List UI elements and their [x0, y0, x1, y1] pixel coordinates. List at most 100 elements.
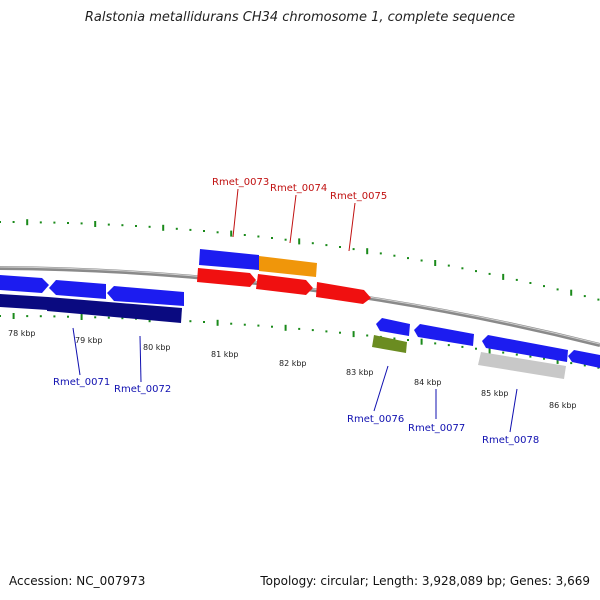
outer-ring-major-tick — [366, 248, 369, 255]
ruler-label-82kbp: 82 kbp — [279, 359, 307, 368]
inner-ring-minor-tick — [203, 321, 205, 323]
inner-ring-minor-tick — [434, 342, 437, 345]
left-strand-genes — [0, 275, 184, 323]
inner-ring-minor-tick — [257, 324, 260, 327]
inner-ring-minor-tick — [107, 316, 110, 319]
inner-ring-minor-tick — [39, 315, 42, 318]
outer-ring-minor-tick — [53, 221, 56, 224]
inner-ring-minor-tick — [325, 330, 328, 333]
leader-line-0075 — [348, 202, 356, 252]
map-title: Ralstonia metallidurans CH34 chromosome … — [84, 10, 516, 25]
leader-line-0071 — [72, 327, 81, 376]
gene-left-2[interactable] — [49, 280, 106, 299]
outer-ring-minor-tick — [420, 259, 423, 262]
gene-label-rmet-0072[interactable]: Rmet_0072 — [114, 384, 171, 395]
outer-ring-minor-tick — [475, 270, 477, 273]
outer-ring-major-tick — [230, 230, 233, 237]
gene-left-1[interactable] — [0, 275, 49, 293]
gene-rmet-0076-arrow[interactable] — [376, 318, 410, 336]
gene-label-rmet-0075[interactable]: Rmet_0075 — [330, 191, 387, 202]
inner-ring-minor-tick — [570, 362, 573, 365]
leader-lines — [72, 188, 518, 433]
gene-rmet-0073[interactable] — [199, 249, 259, 270]
gene-label-rmet-0078[interactable]: Rmet_0078 — [482, 435, 539, 446]
outer-ring-minor-tick — [107, 223, 110, 226]
outer-ring-major-tick — [26, 219, 29, 226]
outer-ring-minor-tick — [257, 235, 260, 238]
outer-ring-minor-tick — [311, 242, 314, 245]
inner-ring-minor-tick — [311, 329, 314, 332]
inner-ring-minor-tick — [230, 322, 233, 325]
inner-ring-minor-tick — [407, 339, 409, 341]
leader-line-0078 — [509, 388, 518, 433]
gene-label-rmet-0077[interactable]: Rmet_0077 — [408, 423, 465, 434]
gene-right-1[interactable] — [482, 335, 568, 362]
outer-ring-minor-tick — [189, 228, 192, 231]
gene-label-rmet-0076[interactable]: Rmet_0076 — [347, 414, 404, 425]
gene-label-rmet-0073[interactable]: Rmet_0073 — [212, 177, 269, 188]
gene-rmet-0071[interactable] — [0, 294, 48, 310]
outer-ring-minor-tick — [12, 221, 15, 223]
outer-ring-minor-tick — [583, 295, 586, 298]
leader-line-0073 — [232, 188, 239, 238]
outer-ring-minor-tick — [488, 272, 491, 275]
outer-ring-minor-tick — [515, 278, 518, 281]
outer-ring-minor-tick — [216, 231, 219, 234]
outer-ring-minor-tick — [175, 227, 178, 230]
inner-ring-minor-tick — [529, 355, 532, 358]
leader-line-0074 — [289, 194, 297, 244]
right-strand-genes — [372, 318, 600, 379]
inner-ring-major-tick — [352, 331, 355, 338]
outer-ring-minor-tick — [597, 298, 600, 301]
gene-rmet-0078[interactable] — [478, 352, 566, 379]
outer-ring-minor-tick — [339, 246, 341, 248]
outer-ring-minor-tick — [243, 234, 246, 236]
outer-ring-minor-tick — [121, 224, 124, 227]
gene-label-rmet-0074[interactable]: Rmet_0074 — [270, 183, 327, 194]
inner-ring-minor-tick — [515, 353, 518, 356]
gene-rmet-0075[interactable] — [316, 282, 371, 304]
outer-ring-minor-tick — [284, 238, 287, 241]
gene-rmet-0074[interactable] — [259, 256, 317, 277]
ruler-label-79kbp: 79 kbp — [75, 336, 103, 345]
inner-ring-major-tick — [80, 314, 83, 320]
inner-ring-minor-tick — [26, 315, 29, 318]
inner-ring-minor-tick — [271, 325, 273, 328]
inner-ring-minor-tick — [502, 351, 505, 354]
inner-ring-minor-tick — [339, 331, 341, 334]
ruler-label-81kbp: 81 kbp — [211, 350, 239, 359]
outer-ring-minor-tick — [80, 222, 83, 225]
outer-ring-major-tick — [434, 260, 437, 266]
inner-ring-minor-tick — [67, 315, 69, 318]
gene-rmet-0075-b[interactable] — [256, 274, 313, 295]
gene-rmet-0077[interactable] — [414, 324, 474, 346]
inner-ring-major-tick — [216, 319, 219, 326]
inner-ring-minor-tick — [447, 344, 450, 347]
inner-ring-minor-tick — [393, 337, 396, 340]
outer-ring-minor-tick — [148, 225, 151, 228]
gene-left-3[interactable] — [107, 286, 184, 306]
gene-label-rmet-0071[interactable]: Rmet_0071 — [53, 377, 110, 388]
accession-text: Accession: NC_007973 — [9, 574, 146, 588]
gene-rmet-0076[interactable] — [372, 335, 407, 353]
ruler-label-83kbp: 83 kbp — [346, 368, 374, 377]
inner-ring-minor-tick — [475, 347, 477, 350]
inner-ring-minor-tick — [461, 345, 464, 348]
outer-ring-minor-tick — [203, 230, 205, 232]
outer-ring-major-tick — [570, 289, 573, 296]
outer-ring-minor-tick — [461, 267, 464, 270]
outer-ring-minor-tick — [393, 254, 396, 257]
ruler-label-78kbp: 78 kbp — [8, 329, 36, 338]
leader-line-0076 — [373, 365, 389, 412]
gene-rmet-0075-a[interactable] — [197, 268, 256, 287]
ruler-label-86kbp: 86 kbp — [549, 401, 577, 410]
ruler-label-84kbp: 84 kbp — [414, 378, 442, 387]
ruler-label-85kbp: 85 kbp — [481, 389, 509, 398]
inner-ring-minor-tick — [189, 320, 192, 323]
inner-ring-major-tick — [12, 313, 15, 319]
inner-ring-major-tick — [420, 338, 423, 345]
outer-ring-major-tick — [94, 221, 97, 227]
gene-rmet-0072[interactable] — [47, 297, 182, 323]
gene-right-2[interactable] — [568, 350, 600, 368]
